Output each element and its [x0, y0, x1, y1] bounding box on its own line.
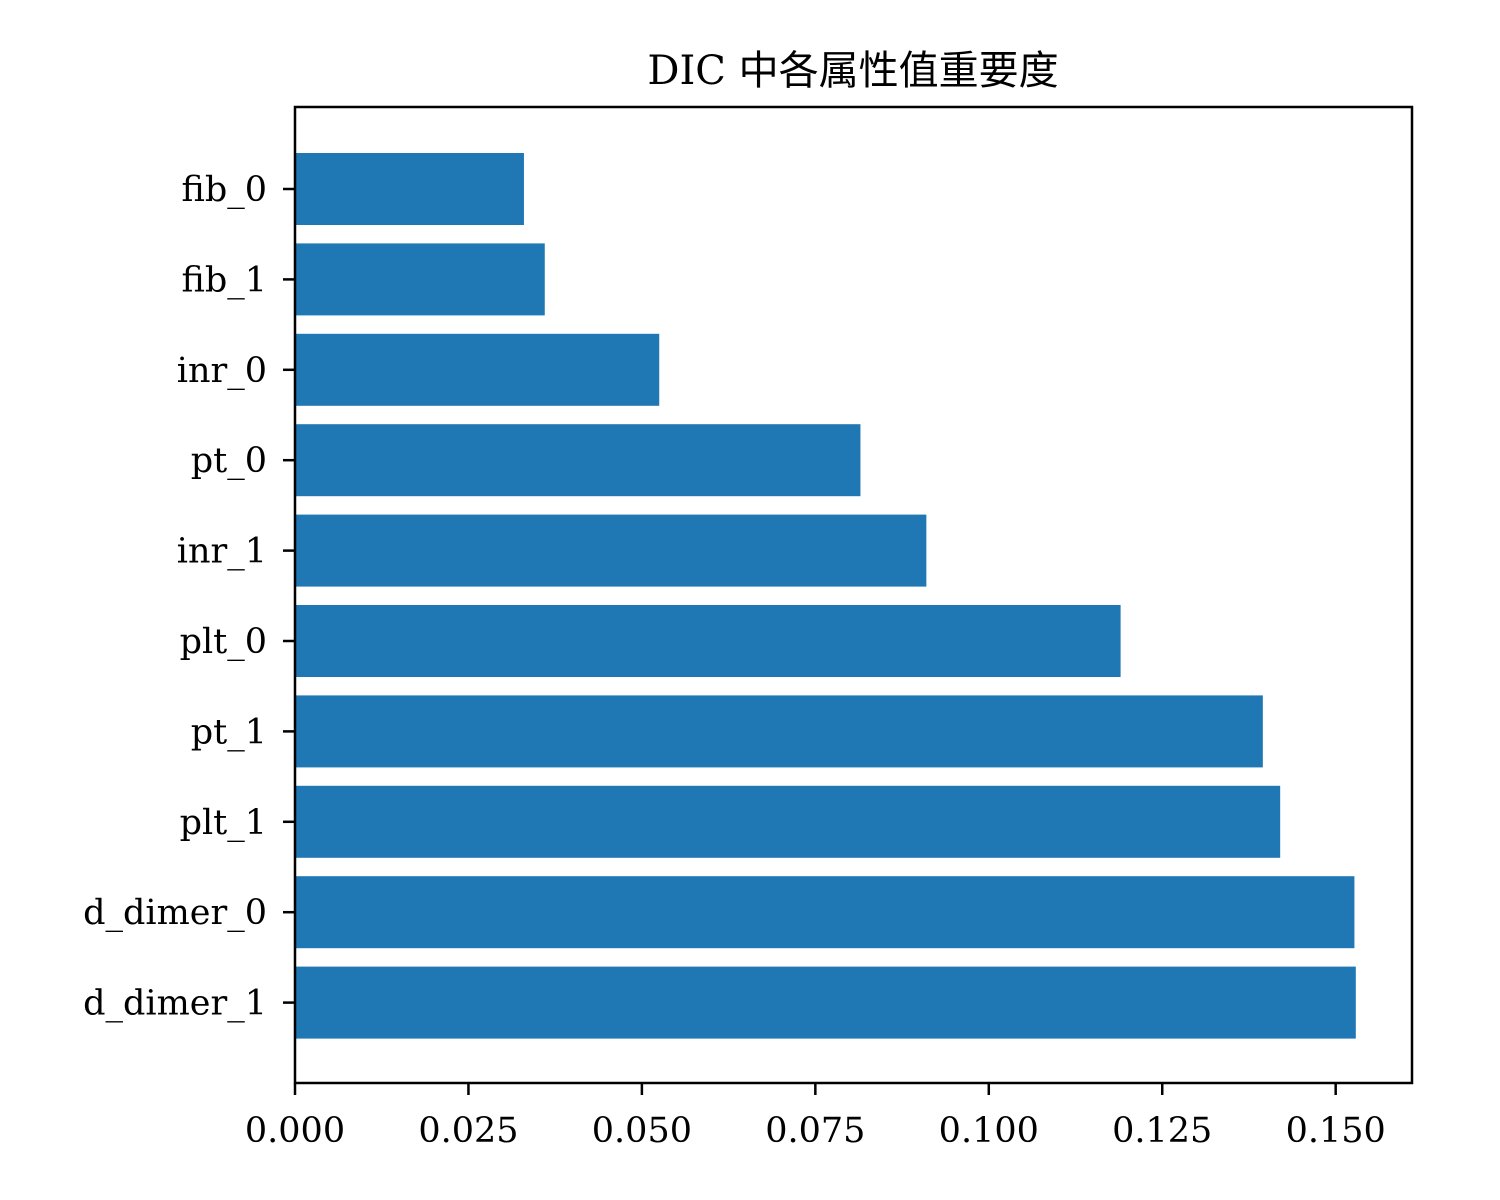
y-tick-label: inr_1 [177, 532, 267, 572]
x-tick-label: 0.075 [765, 1111, 865, 1151]
bar-fib-1 [295, 243, 545, 316]
bar-plt-1 [295, 785, 1281, 858]
y-tick-label: pt_0 [191, 441, 267, 481]
y-tick-label: plt_1 [180, 803, 267, 843]
x-axis-ticks: 0.000 0.025 0.050 0.075 0.100 0.125 0.150 [245, 1083, 1386, 1151]
y-tick-label: d_dimer_0 [83, 893, 267, 933]
y-tick-label: fib_1 [181, 260, 267, 300]
bar-pt-0 [295, 424, 861, 497]
y-tick-label: fib_0 [181, 170, 267, 210]
y-tick-label: pt_1 [191, 712, 267, 752]
plot-frame [293, 105, 1414, 1085]
bar-d-dimer-1 [295, 966, 1356, 1039]
x-tick-label: 0.100 [939, 1111, 1039, 1151]
y-tick-label: inr_0 [177, 351, 267, 391]
bar-pt-1 [295, 695, 1263, 768]
axes-layer [293, 105, 1414, 1085]
x-tick-label: 0.125 [1112, 1111, 1212, 1151]
bar-plt-0 [295, 605, 1121, 677]
x-tick-label: 0.025 [418, 1111, 518, 1151]
bars-layer [295, 153, 1356, 1039]
chart-title: DIC 中各属性值重要度 [647, 48, 1058, 94]
bar-d-dimer-0 [295, 876, 1355, 949]
bar-inr-0 [295, 333, 660, 406]
y-tick-label: d_dimer_1 [83, 984, 267, 1024]
x-tick-label: 0.050 [592, 1111, 692, 1151]
bar-fib-0 [295, 153, 524, 225]
x-tick-label: 0.150 [1286, 1111, 1386, 1151]
y-axis-ticks: fib_0 fib_1 inr_0 pt_0 inr_1 plt_0 pt_1 plt_1 d_… [83, 170, 295, 1024]
y-tick-label: plt_0 [180, 622, 267, 662]
bar-inr-1 [295, 514, 927, 587]
x-tick-label: 0.000 [245, 1111, 345, 1151]
